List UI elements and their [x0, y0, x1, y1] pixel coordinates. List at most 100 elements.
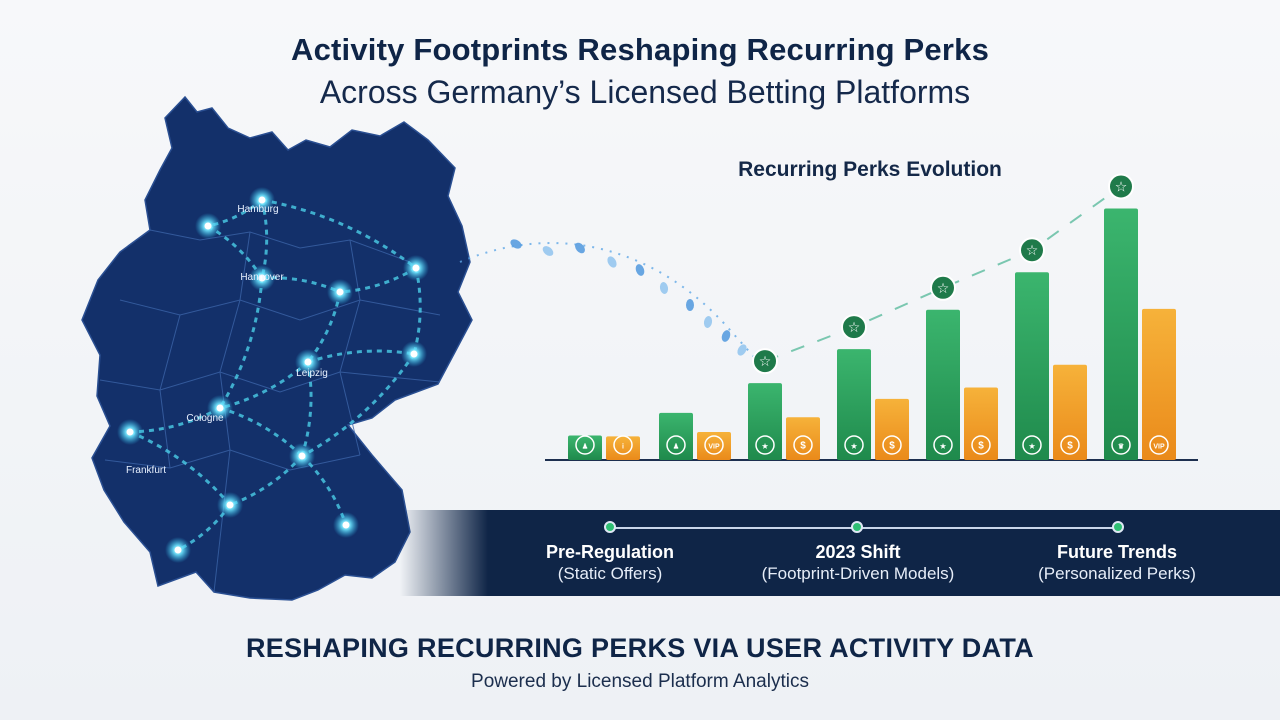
timeline-sublabel: (Personalized Perks): [1038, 564, 1196, 583]
hotspot-dot: [412, 264, 420, 272]
city-label: Frankfurt: [126, 465, 166, 476]
vip-icon: [1149, 435, 1169, 455]
vip-icon-glyph: VIP: [708, 444, 720, 451]
timeline-band: [400, 510, 1280, 596]
activity-hotspots: [117, 187, 429, 563]
star-icon: [844, 435, 864, 455]
footprint-mark: [737, 344, 747, 356]
star-glyph: ☆: [759, 354, 772, 370]
hotspot-dot: [204, 222, 212, 230]
star-icon: [755, 435, 775, 455]
trend-path: [764, 185, 1122, 363]
trophy-icon: [1111, 435, 1131, 455]
$-icon-glyph: $: [889, 441, 895, 452]
footprint-mark: [542, 246, 554, 256]
footprint-mark: [510, 239, 522, 249]
bar-orange: [1142, 308, 1176, 460]
trophy-icon-glyph: ♛: [1118, 443, 1124, 451]
hotspot-dot: [342, 521, 350, 529]
footprint-mark: [686, 299, 694, 311]
page-subtitle: Across Germany’s Licensed Betting Platfo…: [319, 74, 971, 110]
footprint-steps: [510, 239, 747, 356]
person-icon: [666, 435, 686, 455]
bar-green: [1104, 208, 1138, 460]
hotspot-dot: [304, 358, 312, 366]
hotspot-dot: [226, 501, 234, 509]
state-borders: [99, 229, 441, 593]
$-icon: [1060, 435, 1080, 455]
hotspot-dot: [298, 452, 306, 460]
city-labels: Hamburg Hannover Leipzig Cologne Frankfurt: [126, 204, 328, 476]
$-icon-glyph: $: [978, 441, 984, 452]
star-icon-glyph: ★: [851, 443, 858, 451]
star-icon-glyph: ★: [762, 443, 769, 451]
hotspot-dot: [126, 428, 134, 436]
bar-icons: ♟ i ♟ VIP ★ $ ★ $ ★ $ ★ $ ♛ VIP: [575, 435, 1169, 455]
info-icon-glyph: i: [622, 444, 624, 451]
timeline-sublabel: (Footprint-Driven Models): [761, 564, 955, 583]
hotspot-dot: [174, 546, 182, 554]
route-path: [229, 454, 304, 507]
timeline-label: Pre-Regulation: [545, 542, 674, 562]
timeline-item-2023-shift: 2023 Shift (Footprint-Driven Models): [728, 541, 988, 585]
timeline-dot-pre-regulation: [604, 521, 616, 533]
city-label: Hannover: [240, 272, 284, 283]
footprint-mark: [575, 242, 585, 254]
timeline-line: [610, 527, 1118, 529]
bar-green: [1015, 272, 1049, 460]
$-icon: [971, 435, 991, 455]
route-path: [412, 267, 422, 355]
person-icon: [575, 435, 595, 455]
route-path: [261, 198, 417, 270]
$-icon-glyph: $: [1067, 441, 1073, 452]
star-icon-glyph: ★: [1029, 443, 1036, 451]
timeline-label: Future Trends: [1056, 542, 1177, 562]
footer-subtitle: Powered by Licensed Platform Analytics: [471, 671, 809, 692]
person-icon-glyph: ♟: [582, 443, 588, 451]
star-badge-icon: [1108, 173, 1134, 200]
$-icon: [793, 435, 813, 455]
timeline-label: 2023 Shift: [815, 542, 901, 562]
footprint-mark: [659, 282, 669, 294]
hotspot-dot: [258, 274, 266, 282]
footprint-mark: [635, 264, 645, 276]
footer-title: RESHAPING RECURRING PERKS VIA USER ACTIV…: [246, 633, 1034, 663]
trend-line: ☆ ☆ ☆ ☆ ☆: [752, 173, 1134, 375]
vip-icon: [704, 435, 724, 455]
star-badge-icon: [752, 348, 778, 375]
star-badge-icon: [1019, 237, 1045, 264]
hotspot-dot: [258, 196, 266, 204]
star-icon-glyph: ★: [940, 443, 947, 451]
page-title: Activity Footprints Reshaping Recurring …: [290, 32, 990, 67]
route-path: [218, 277, 264, 409]
star-glyph: ☆: [1115, 179, 1128, 195]
bar-green: [837, 349, 871, 460]
timeline-item-pre-regulation: Pre-Regulation (Static Offers): [480, 541, 740, 585]
person-icon-glyph: ♟: [673, 443, 679, 451]
star-badge-icon: [841, 314, 867, 341]
bar-green: [926, 309, 960, 460]
$-icon: [882, 435, 902, 455]
timeline-dot-2023-shift: [851, 521, 863, 533]
star-badge-icon: [930, 274, 956, 301]
city-label: Hamburg: [237, 204, 278, 215]
hotspot-dot: [410, 350, 418, 358]
hotspot-dot: [336, 288, 344, 296]
star-icon: [933, 435, 953, 455]
star-icon: [1022, 435, 1042, 455]
hotspot-dot: [216, 404, 224, 412]
route-path: [129, 430, 232, 506]
$-icon-glyph: $: [800, 441, 806, 452]
bar-orange: [697, 432, 731, 460]
footprint-mark: [607, 256, 617, 268]
star-glyph: ☆: [848, 320, 861, 336]
city-label: Cologne: [186, 413, 224, 424]
chart-title: Recurring Perks Evolution: [738, 158, 1002, 181]
vip-icon-glyph: VIP: [1153, 444, 1165, 451]
bar-orange: [1053, 364, 1087, 460]
city-label: Leipzig: [296, 368, 328, 379]
timeline-dot-future-trends: [1112, 521, 1124, 533]
route-path: [207, 198, 263, 228]
timeline-item-future-trends: Future Trends (Personalized Perks): [987, 541, 1247, 585]
